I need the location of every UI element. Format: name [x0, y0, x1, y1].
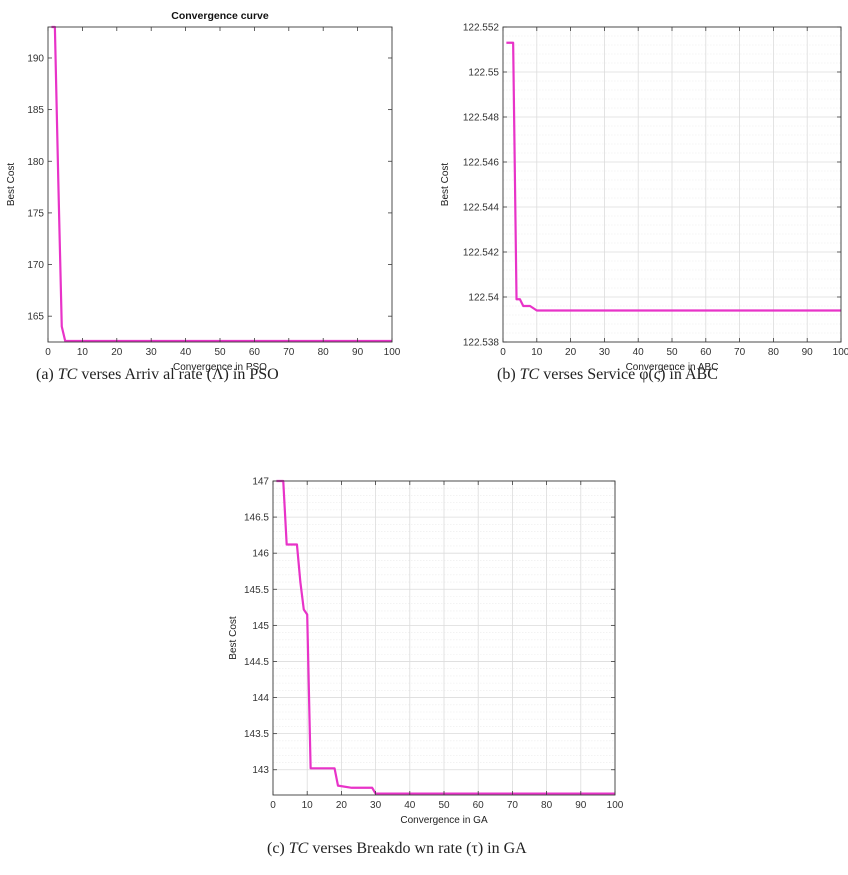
y-tick-label: 122.538 — [463, 338, 500, 349]
y-tick-label: 143 — [252, 765, 269, 776]
y-tick-label: 143.5 — [244, 729, 269, 740]
caption-c-label: (c) — [267, 840, 285, 857]
y-tick-label: 122.54 — [468, 293, 499, 304]
y-tick-label: 145.5 — [244, 585, 269, 596]
x-tick-label: 60 — [473, 800, 485, 811]
x-tick-label: 20 — [336, 800, 348, 811]
x-tick-label: 70 — [283, 347, 295, 358]
x-tick-label: 70 — [734, 347, 746, 358]
x-tick-label: 0 — [45, 347, 51, 358]
x-tick-label: 80 — [541, 800, 553, 811]
y-tick-label: 185 — [27, 105, 44, 116]
x-tick-label: 70 — [507, 800, 519, 811]
x-tick-label: 90 — [802, 347, 814, 358]
x-tick-label: 50 — [438, 800, 450, 811]
y-axis-label: Best Cost — [228, 616, 239, 660]
caption-a-text: verses Arriv al rate (Λ) in PSO — [77, 366, 279, 383]
caption-c: (c) TC verses Breakdo wn rate (τ) in GA — [267, 840, 527, 858]
y-tick-label: 170 — [27, 260, 44, 271]
y-tick-label: 122.542 — [463, 248, 500, 259]
y-tick-label: 144.5 — [244, 657, 269, 668]
caption-a: (a) TC verses Arriv al rate (Λ) in PSO — [36, 366, 279, 384]
x-tick-label: 30 — [370, 800, 382, 811]
x-tick-label: 10 — [77, 347, 89, 358]
x-tick-label: 10 — [531, 347, 543, 358]
caption-a-label: (a) — [36, 366, 54, 383]
x-tick-label: 0 — [500, 347, 506, 358]
x-axis-label: Convergence in PSO — [173, 362, 267, 373]
x-tick-label: 80 — [318, 347, 330, 358]
y-tick-label: 145 — [252, 621, 269, 632]
x-tick-label: 60 — [700, 347, 712, 358]
x-tick-label: 50 — [666, 347, 678, 358]
caption-b: (b) TC verses Service φ(ς) in ABC — [497, 366, 718, 384]
caption-b-text: verses Service φ(ς) in ABC — [539, 366, 718, 383]
chart-abc: 0 10 20 30 40 50 60 70 80 90 100 122.538 122.54 122.5… — [440, 23, 848, 374]
x-axis-label: Convergence in GA — [400, 815, 488, 826]
x-tick-label: 40 — [633, 347, 645, 358]
y-tick-label: 146.5 — [244, 513, 269, 524]
x-tick-label: 30 — [599, 347, 611, 358]
x-tick-label: 50 — [214, 347, 226, 358]
chart-panel-abc: 0 10 20 30 40 50 60 70 80 90 100 122.538 122.54 122.5… — [424, 0, 848, 374]
y-tick-label: 122.546 — [463, 158, 500, 169]
y-axis-label: Best Cost — [440, 163, 451, 207]
x-tick-label: 90 — [352, 347, 364, 358]
y-tick-label: 180 — [27, 157, 44, 168]
caption-b-label: (b) — [497, 366, 516, 383]
caption-b-tc: TC — [519, 366, 540, 383]
y-tick-label: 146 — [252, 549, 269, 560]
plot-area — [48, 27, 392, 342]
x-tick-label: 80 — [768, 347, 780, 358]
y-axis-label: Best Cost — [6, 163, 17, 207]
x-tick-label: 100 — [384, 347, 401, 358]
y-tick-label: 175 — [27, 208, 44, 219]
x-tick-label: 90 — [575, 800, 587, 811]
chart-panel-pso: 0 10 20 30 40 50 60 70 80 90 100 165 170 175 180 185 190… — [0, 0, 401, 373]
caption-c-tc: TC — [288, 840, 309, 857]
series-line — [276, 479, 615, 795]
chart-pso: 0 10 20 30 40 50 60 70 80 90 100 165 170 175 180 185 190… — [6, 10, 401, 373]
chart-panel-ga: 0 10 20 30 40 50 60 70 80 90 100 143 143.5 144 144.5 14… — [210, 465, 630, 830]
y-tick-label: 190 — [27, 53, 44, 64]
x-tick-label: 60 — [249, 347, 261, 358]
x-tick-label: 20 — [111, 347, 123, 358]
series-line — [506, 41, 841, 312]
y-tick-label: 122.544 — [463, 203, 500, 214]
chart-ga: 0 10 20 30 40 50 60 70 80 90 100 143 143.5 144 144.5 14… — [228, 477, 624, 827]
x-tick-label: 40 — [404, 800, 416, 811]
x-tick-label: 100 — [833, 347, 848, 358]
y-tick-label: 122.55 — [468, 68, 499, 79]
x-tick-label: 30 — [146, 347, 158, 358]
x-tick-label: 0 — [270, 800, 276, 811]
x-axis-label: Convergence in ABC — [626, 362, 719, 373]
y-tick-label: 147 — [252, 477, 269, 488]
x-tick-label: 40 — [180, 347, 192, 358]
x-tick-label: 10 — [302, 800, 314, 811]
y-tick-label: 122.548 — [463, 113, 500, 124]
x-tick-label: 20 — [565, 347, 577, 358]
caption-c-text: verses Breakdo wn rate (τ) in GA — [308, 840, 527, 857]
y-tick-label: 144 — [252, 693, 269, 704]
caption-a-tc: TC — [57, 366, 78, 383]
chart-title: Convergence curve — [171, 10, 269, 22]
y-tick-label: 122.552 — [463, 23, 500, 34]
y-tick-label: 165 — [27, 312, 44, 323]
x-tick-label: 100 — [607, 800, 624, 811]
